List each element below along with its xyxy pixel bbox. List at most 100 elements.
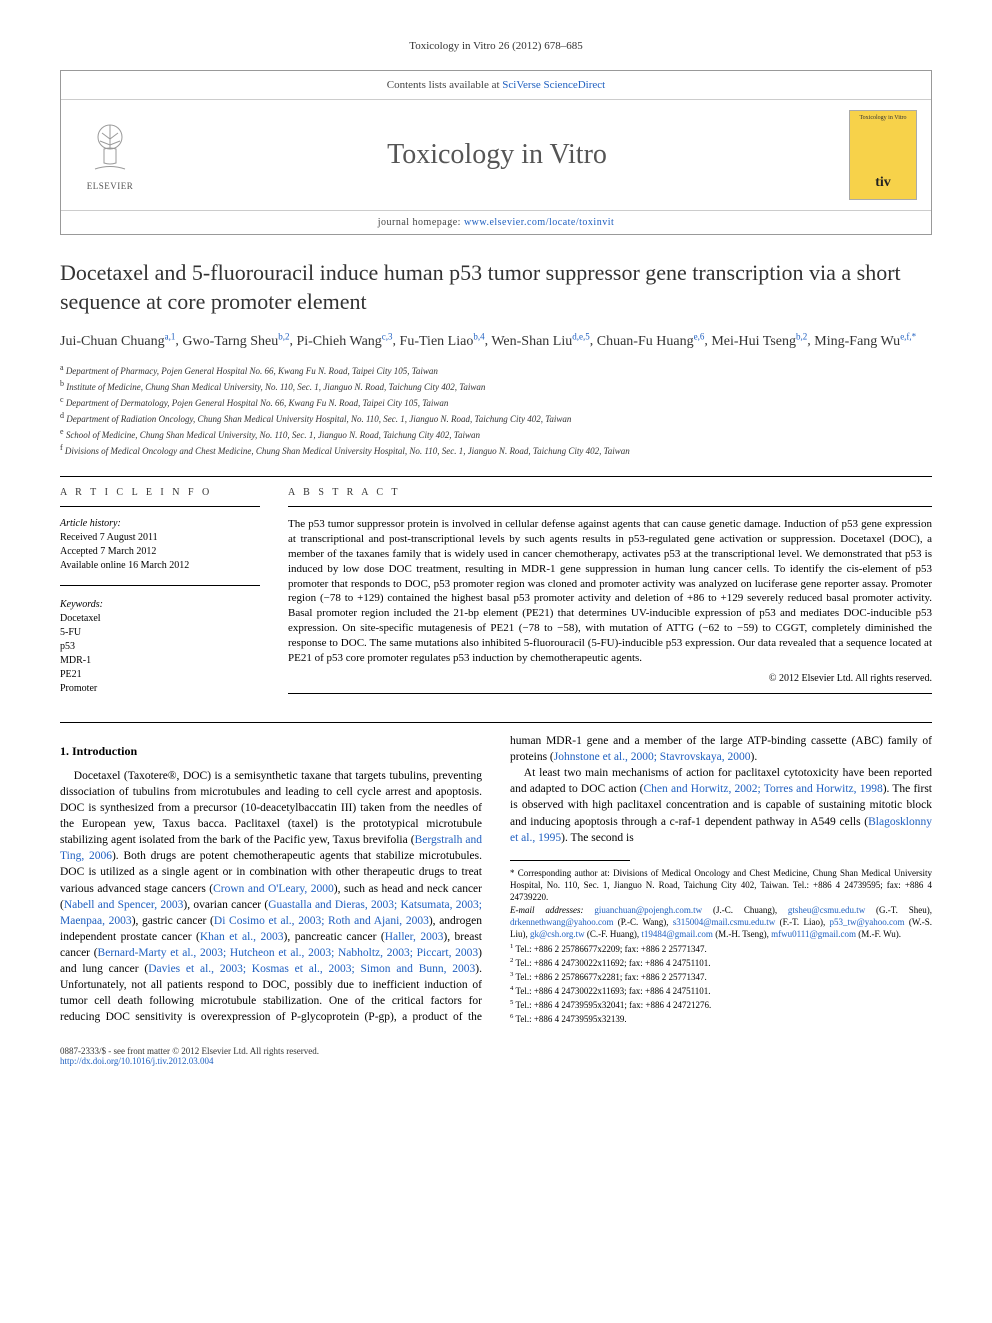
affiliation-line: e School of Medicine, Chung Shan Medical… (60, 426, 932, 442)
page-footer: 0887-2333/$ - see front matter © 2012 El… (60, 1046, 932, 1066)
keyword: MDR-1 (60, 654, 260, 668)
tel-line: 5 Tel.: +886 4 24739595x32041; fax: +886… (510, 998, 932, 1011)
abstract-text: The p53 tumor suppressor protein is invo… (288, 517, 932, 665)
author: Wen-Shan Liud,e,5 (491, 334, 589, 349)
keyword: p53 (60, 640, 260, 654)
text-span: ). (751, 751, 758, 763)
text-span: ), pancreatic cancer ( (284, 931, 385, 943)
abstract-divider (288, 506, 932, 507)
affiliation-line: b Institute of Medicine, Chung Shan Medi… (60, 378, 932, 394)
email-link[interactable]: t19484@gmail.com (641, 929, 713, 939)
email-link[interactable]: s315004@mail.csmu.edu.tw (673, 917, 776, 927)
author: Ming-Fang Wue,f,* (814, 334, 916, 349)
body-divider (60, 722, 932, 723)
keywords-list: Docetaxel5-FUp53MDR-1PE21Promoter (60, 612, 260, 696)
article-title: Docetaxel and 5-fluorouracil induce huma… (60, 259, 932, 316)
cite-link[interactable]: Crown and O'Leary, 2000 (213, 883, 334, 895)
cite-link[interactable]: Nabell and Spencer, 2003 (64, 899, 184, 911)
author-aff-link[interactable]: b,4 (473, 331, 484, 341)
elsevier-wordmark: ELSEVIER (87, 181, 134, 191)
header-top-bar: Contents lists available at SciVerse Sci… (61, 71, 931, 100)
keywords-label: Keywords: (60, 598, 260, 612)
header-main: ELSEVIER Toxicology in Vitro Toxicology … (61, 100, 931, 210)
elsevier-tree-icon (80, 119, 140, 179)
affiliation-line: a Department of Pharmacy, Pojen General … (60, 362, 932, 378)
article-info-block: A R T I C L E I N F O Article history: R… (60, 487, 260, 704)
author: Jui-Chuan Chuanga,1 (60, 334, 175, 349)
abstract-block: A B S T R A C T The p53 tumor suppressor… (288, 487, 932, 704)
article-info-heading: A R T I C L E I N F O (60, 487, 260, 498)
abstract-heading: A B S T R A C T (288, 487, 932, 498)
corresponding-author-note: * Corresponding author at: Divisions of … (510, 867, 932, 903)
homepage-line: journal homepage: www.elsevier.com/locat… (61, 210, 931, 234)
intro-para-2: At least two main mechanisms of action f… (510, 765, 932, 845)
email-link[interactable]: p53_tw@yahoo.com (830, 917, 905, 927)
online-date: Available online 16 March 2012 (60, 559, 260, 573)
cite-link[interactable]: Chen and Horwitz, 2002; Torres and Horwi… (644, 783, 883, 795)
keyword: Promoter (60, 682, 260, 696)
author: Mei-Hui Tsengb,2 (711, 334, 807, 349)
author-aff-link[interactable]: b,2 (796, 331, 807, 341)
footnotes-block: * Corresponding author at: Divisions of … (510, 867, 932, 1026)
running-head: Toxicology in Vitro 26 (2012) 678–685 (60, 40, 932, 52)
tel-lines: 1 Tel.: +886 2 25786677x2209; fax: +886 … (510, 942, 932, 1026)
tel-line: 3 Tel.: +886 2 25786677x2281; fax: +886 … (510, 970, 932, 983)
accepted-date: Accepted 7 March 2012 (60, 545, 260, 559)
footnote-rule (510, 860, 630, 861)
elsevier-logo: ELSEVIER (75, 115, 145, 195)
affiliation-list: a Department of Pharmacy, Pojen General … (60, 362, 932, 458)
affiliation-line: c Department of Dermatology, Pojen Gener… (60, 394, 932, 410)
cite-link[interactable]: Johnstone et al., 2000; Stavrovskaya, 20… (554, 751, 751, 763)
doi-link[interactable]: http://dx.doi.org/10.1016/j.tiv.2012.03.… (60, 1056, 214, 1066)
email-link[interactable]: gk@csh.org.tw (530, 929, 585, 939)
emails-line: E-mail addresses: giuanchuan@pojengh.com… (510, 904, 932, 940)
author-aff-link[interactable]: d,e,5 (572, 331, 590, 341)
front-matter-line: 0887-2333/$ - see front matter © 2012 El… (60, 1046, 932, 1056)
text-span: ). The second is (561, 832, 634, 844)
email-link[interactable]: gtsheu@csmu.edu.tw (788, 905, 865, 915)
keyword: Docetaxel (60, 612, 260, 626)
contents-label: Contents lists available at (387, 79, 502, 91)
cover-title-text: Toxicology in Vitro (859, 115, 906, 122)
text-span: ), gastric cancer ( (132, 915, 214, 927)
tel-line: 2 Tel.: +886 4 24730022x11692; fax: +886… (510, 956, 932, 969)
homepage-label: journal homepage: (378, 217, 464, 228)
author: Fu-Tien Liaob,4 (400, 334, 485, 349)
cite-link[interactable]: Haller, 2003 (385, 931, 444, 943)
affiliation-line: d Department of Radiation Oncology, Chun… (60, 410, 932, 426)
email-link[interactable]: giuanchuan@pojengh.com.tw (594, 905, 702, 915)
cite-link[interactable]: Davies et al., 2003; Kosmas et al., 2003… (148, 963, 475, 975)
tel-line: 4 Tel.: +886 4 24730022x11693; fax: +886… (510, 984, 932, 997)
journal-title: Toxicology in Vitro (387, 139, 607, 171)
info-divider (60, 506, 260, 507)
homepage-link[interactable]: www.elsevier.com/locate/toxinvit (464, 217, 614, 228)
keyword: PE21 (60, 668, 260, 682)
email-link[interactable]: mfwu0111@gmail.com (771, 929, 856, 939)
section-heading-intro: 1. Introduction (60, 743, 482, 760)
author-aff-link[interactable]: c,3 (382, 331, 393, 341)
scidirect-link[interactable]: SciVerse ScienceDirect (502, 79, 605, 91)
contents-list-text: Contents lists available at SciVerse Sci… (387, 79, 605, 91)
author: Gwo-Tarng Sheub,2 (182, 334, 289, 349)
author-aff-link[interactable]: a,1 (165, 331, 176, 341)
author: Chuan-Fu Huange,6 (597, 334, 705, 349)
abstract-divider-bottom (288, 693, 932, 694)
author-list: Jui-Chuan Chuanga,1, Gwo-Tarng Sheub,2, … (60, 330, 932, 352)
cite-link[interactable]: Di Cosimo et al., 2003; Roth and Ajani, … (214, 915, 429, 927)
journal-header: Contents lists available at SciVerse Sci… (60, 70, 932, 235)
tel-line: 6 Tel.: +886 4 24739595x32139. (510, 1012, 932, 1025)
tel-line: 1 Tel.: +886 2 25786677x2209; fax: +886 … (510, 942, 932, 955)
section-divider (60, 476, 932, 477)
author-aff-link[interactable]: e,f,* (900, 331, 916, 341)
author-aff-link[interactable]: e,6 (694, 331, 705, 341)
cite-link[interactable]: Khan et al., 2003 (200, 931, 284, 943)
cover-abbrev: tiv (875, 175, 891, 191)
author: Pi-Chieh Wangc,3 (296, 334, 392, 349)
affiliation-line: f Divisions of Medical Oncology and Ches… (60, 442, 932, 458)
cite-link[interactable]: Bernard-Marty et al., 2003; Hutcheon et … (98, 947, 479, 959)
info-divider (60, 585, 260, 586)
abstract-copyright: © 2012 Elsevier Ltd. All rights reserved… (288, 672, 932, 686)
author-aff-link[interactable]: b,2 (278, 331, 289, 341)
email-link[interactable]: drkennethwang@yahoo.com (510, 917, 614, 927)
keyword: 5-FU (60, 626, 260, 640)
